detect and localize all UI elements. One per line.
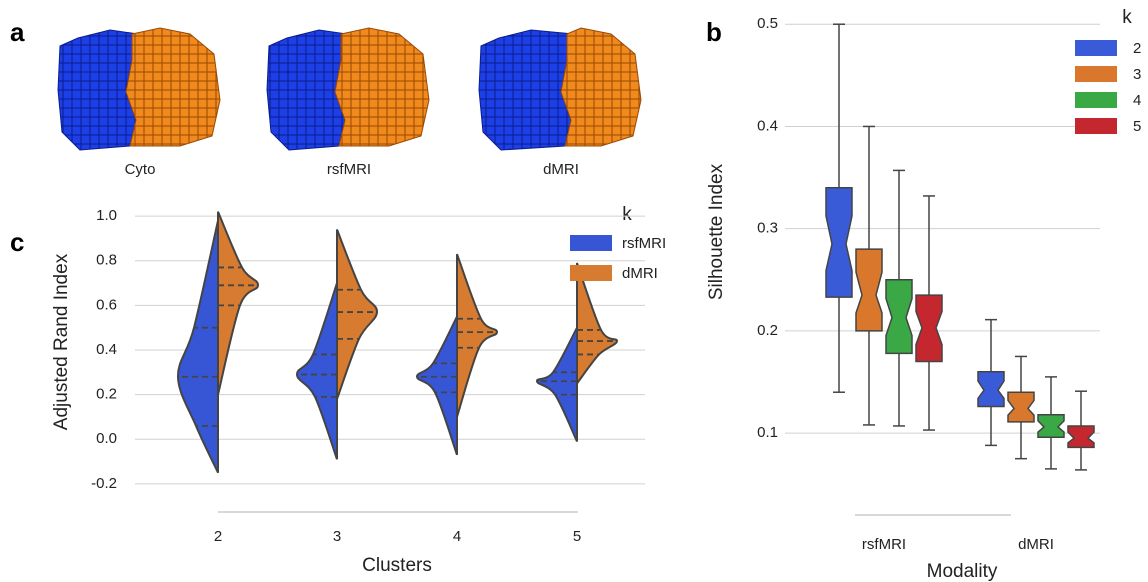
y-tick-label: 0.0	[96, 430, 117, 447]
box	[1007, 391, 1035, 423]
legend-label: dMRI	[622, 265, 658, 282]
legend-title: k	[1122, 7, 1132, 28]
violin	[576, 262, 618, 387]
box	[885, 279, 913, 355]
legend-label: 3	[1133, 66, 1141, 83]
violin	[416, 316, 458, 456]
y-tick-label: 0.1	[757, 424, 778, 441]
violin	[336, 229, 379, 400]
y-axis-label: Silhouette Index	[706, 163, 727, 300]
y-tick-label: 0.4	[757, 117, 778, 134]
legend-swatch	[570, 235, 612, 251]
x-tick-label: 5	[573, 528, 581, 545]
box	[1037, 413, 1065, 438]
violin	[456, 253, 498, 418]
legend-swatch	[570, 265, 612, 281]
x-tick-label: 2	[214, 528, 222, 545]
legend-label: 2	[1133, 40, 1141, 57]
voxel-region	[125, 27, 221, 147]
x-tick-label: rsfMRI	[862, 536, 906, 553]
x-tick-label: 3	[333, 528, 341, 545]
y-tick-label: 0.2	[757, 322, 778, 339]
panel-label: a	[10, 17, 25, 47]
violin	[217, 211, 259, 395]
view-label: Cyto	[125, 161, 156, 178]
legend-swatch	[1075, 118, 1117, 134]
legend-swatch	[1075, 40, 1117, 56]
y-tick-label: 0.6	[96, 296, 117, 313]
legend-label: rsfMRI	[622, 235, 666, 252]
x-tick-label: dMRI	[1018, 536, 1054, 553]
voxel-region	[560, 27, 642, 147]
y-tick-label: 0.4	[96, 341, 117, 358]
y-axis-label: Adjusted Rand Index	[51, 253, 72, 430]
y-tick-label: 0.8	[96, 252, 117, 269]
y-tick-label: 0.3	[757, 220, 778, 237]
voxel-region	[478, 29, 574, 151]
voxel-region	[334, 27, 430, 147]
legend-label: 5	[1133, 118, 1141, 135]
y-tick-label: 0.5	[757, 15, 778, 32]
box	[1067, 425, 1095, 449]
box	[855, 248, 883, 332]
box	[977, 371, 1005, 408]
x-tick-label: 4	[453, 528, 461, 545]
legend-swatch	[1075, 92, 1117, 108]
y-tick-label: -0.2	[91, 475, 117, 492]
x-axis-label: Clusters	[362, 555, 432, 576]
brain-views: Cyto rsfMRI dMRI	[57, 27, 642, 178]
box	[825, 187, 853, 298]
y-tick-label: 1.0	[96, 207, 117, 224]
box	[915, 294, 943, 363]
legend-swatch	[1075, 66, 1117, 82]
panel-label: c	[10, 227, 24, 257]
view-label: rsfMRI	[327, 161, 371, 178]
violin	[536, 327, 578, 442]
panel-label: b	[706, 17, 722, 47]
y-tick-label: 0.2	[96, 386, 117, 403]
view-label: dMRI	[543, 161, 579, 178]
legend-title: k	[622, 204, 632, 225]
violin	[176, 220, 219, 474]
violin	[296, 282, 338, 460]
x-axis-label: Modality	[927, 561, 998, 582]
legend-label: 4	[1133, 92, 1141, 109]
